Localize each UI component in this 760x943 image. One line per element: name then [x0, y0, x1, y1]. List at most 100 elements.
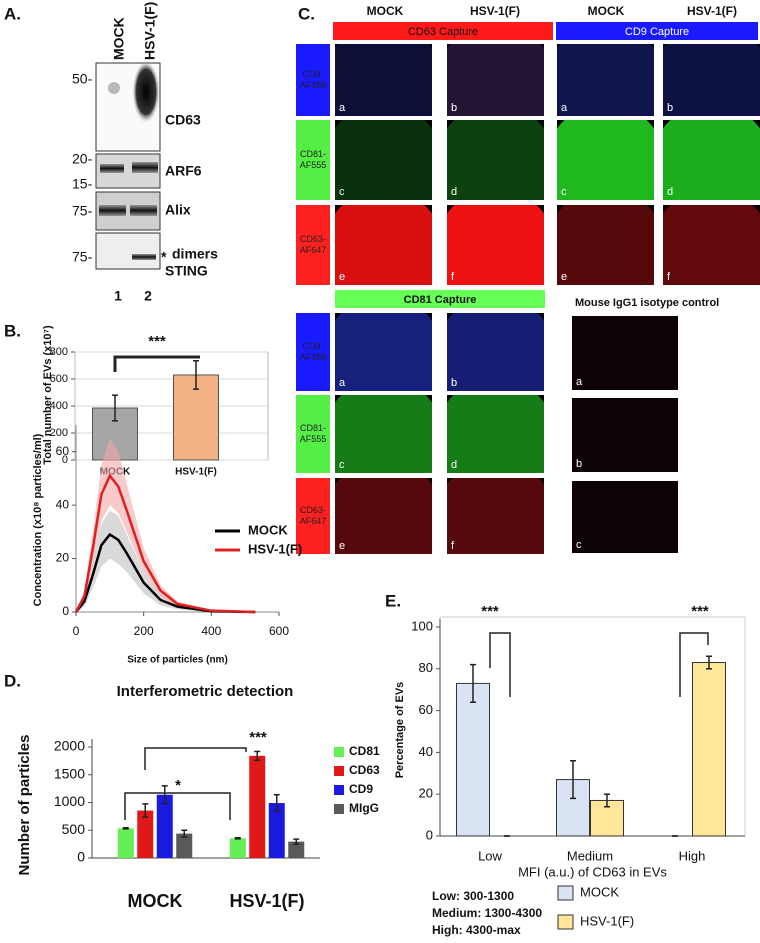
- y-tick-label: 600: [50, 373, 68, 385]
- micro-image: [335, 44, 432, 116]
- error-bar: [604, 793, 610, 808]
- micro-image: [663, 44, 760, 116]
- bar: [456, 682, 490, 837]
- tile-letter: c: [576, 539, 582, 551]
- lane-number: 2: [144, 288, 152, 304]
- row-label-box: [296, 395, 330, 473]
- error-bar: [570, 760, 576, 800]
- bar: [137, 810, 154, 858]
- tile-letter: a: [339, 102, 346, 114]
- significance-bracket: [144, 747, 247, 770]
- mw-marker: 50-: [72, 71, 93, 87]
- significance-bracket: [124, 792, 231, 820]
- significance-label: ***: [148, 333, 166, 350]
- row-label-box: [296, 205, 330, 285]
- panel-label: A.: [4, 4, 21, 23]
- y-tick-label: 200: [50, 427, 68, 439]
- legend-label: MOCK: [248, 522, 288, 537]
- tile-letter: a: [576, 376, 583, 388]
- bar: [117, 828, 134, 858]
- micro-image: [557, 44, 654, 116]
- legend-label: MIgG: [349, 801, 379, 815]
- tile-letter: e: [561, 271, 567, 283]
- micro-signal: [335, 313, 432, 391]
- chart-title: Interferometric detection: [117, 683, 294, 700]
- significance-bracket: [679, 632, 709, 697]
- row-label: CD63-AF647: [299, 234, 327, 255]
- error-bar: [161, 785, 168, 805]
- y-tick-label: 40: [56, 497, 70, 511]
- blot-images: [95, 62, 161, 270]
- significance-label: ***: [691, 603, 709, 620]
- mw-marker: 15-: [72, 176, 93, 192]
- y-tick-label: 20: [56, 551, 70, 565]
- bar: [288, 841, 305, 858]
- isotype-label: Mouse IgG1 isotype control: [575, 297, 719, 309]
- y-tick-label: 60: [56, 444, 70, 458]
- series-line: [75, 532, 256, 614]
- tile-letter: b: [667, 102, 673, 114]
- legend-label: HSV-1(F): [248, 541, 302, 556]
- error-bar: [273, 793, 280, 813]
- row-label: CD9-AF488: [299, 69, 327, 90]
- protein-label: STING: [165, 263, 208, 279]
- row-label-box: [296, 44, 330, 116]
- error-bar: [254, 750, 261, 762]
- lane-number: 1: [114, 288, 122, 304]
- micro-image: [572, 316, 678, 390]
- blot-band: [132, 254, 156, 260]
- note: High: 4300-max: [432, 923, 521, 937]
- y-tick-label: 100: [411, 618, 433, 633]
- x-tick-label: 200: [134, 624, 154, 638]
- micro-image: [447, 120, 544, 200]
- blot-band: [100, 164, 124, 173]
- micro-signal: [335, 478, 432, 554]
- row-label: CD63-AF647: [299, 505, 327, 526]
- x-tick-label: Medium: [567, 848, 613, 863]
- mw-marker: 20-: [72, 151, 93, 167]
- micro-image: [663, 205, 760, 285]
- tile-letter: c: [339, 459, 345, 471]
- micro-image: [447, 44, 544, 116]
- x-tick-label: MOCK: [128, 891, 183, 911]
- bar: [268, 803, 285, 858]
- x-tick-label: HSV-1(F): [229, 891, 304, 911]
- tile-letter: f: [667, 271, 671, 283]
- legend-swatch: [334, 747, 344, 757]
- blot-spot: [108, 82, 120, 94]
- error-bar: [470, 663, 476, 703]
- column-header: MOCK: [588, 4, 625, 18]
- tile-letter: a: [561, 102, 568, 114]
- y-tick-label: 0: [62, 604, 69, 618]
- micro-signal: [663, 205, 760, 285]
- micro-signal: [557, 205, 654, 285]
- significance-bracket: [489, 632, 511, 697]
- panel-label: B.: [4, 321, 21, 340]
- note: Low: 300-1300: [432, 889, 514, 903]
- row-label-box: [296, 478, 330, 554]
- micro-signal: [572, 481, 678, 553]
- error-bar: [181, 829, 188, 838]
- legend-swatch: [557, 885, 574, 901]
- y-tick-label: 80: [419, 660, 433, 675]
- y-axis-label: Concentration (x10⁸ particles/ml): [32, 433, 44, 606]
- protein-label: CD63: [165, 112, 201, 128]
- micro-image: [335, 120, 432, 200]
- y-tick-label: 0: [426, 827, 433, 842]
- panel-label: E.: [385, 591, 401, 610]
- bar: [249, 755, 266, 858]
- error-bar: [193, 360, 199, 390]
- capture-bar: [556, 22, 758, 40]
- y-tick-label: 2000: [54, 738, 85, 754]
- confidence-band: [76, 510, 256, 612]
- bar: [692, 662, 726, 837]
- bar: [176, 833, 193, 858]
- y-tick-label: 0: [77, 849, 85, 865]
- micro-signal: [447, 205, 544, 285]
- y-tick-label: 60: [419, 702, 433, 717]
- legend-label: CD9: [349, 782, 373, 796]
- row-label: CD81-AF555: [299, 149, 327, 170]
- micro-signal: [447, 120, 544, 200]
- series-line: [74, 473, 256, 614]
